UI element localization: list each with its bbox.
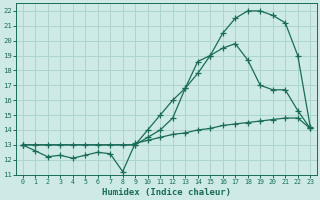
X-axis label: Humidex (Indice chaleur): Humidex (Indice chaleur) bbox=[102, 188, 231, 197]
